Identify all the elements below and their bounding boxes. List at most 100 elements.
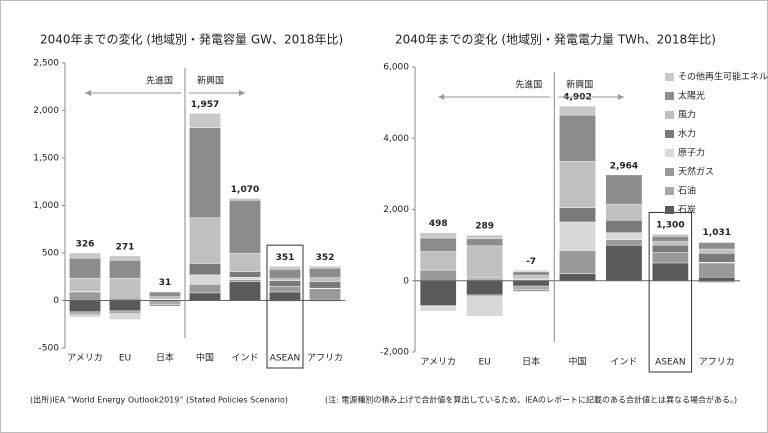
x-tick-label: ASEAN	[270, 354, 300, 364]
legend-label: 天然ガス	[678, 166, 714, 178]
bar-segment	[559, 114, 596, 162]
total-label: 289	[475, 222, 494, 232]
x-tick-label: アフリカ	[307, 353, 343, 364]
legend-label: その他再生可能エネルギー	[678, 71, 768, 83]
x-tick-label: インド	[231, 354, 258, 364]
legend-label: 石油	[678, 185, 696, 197]
bar-segment	[559, 221, 596, 251]
arrow-emerging-head	[239, 90, 245, 96]
legend-swatch	[665, 206, 674, 214]
x-tick-label: アメリカ	[420, 357, 456, 368]
legend-swatch	[665, 92, 674, 100]
bar-segment	[189, 292, 221, 301]
total-label: 352	[316, 253, 335, 263]
bar-segment	[149, 296, 181, 300]
bar-segment	[466, 245, 503, 279]
bar-segment	[419, 269, 457, 281]
y-tick-label: 1,000	[33, 201, 59, 211]
legend-swatch	[665, 111, 674, 119]
bar-segment	[512, 275, 550, 279]
bar-segment	[269, 268, 301, 279]
x-tick-label: EU	[119, 354, 131, 364]
y-tick-label: 2,000	[383, 205, 409, 215]
bar-segment	[269, 266, 301, 270]
bar-segment	[109, 277, 141, 298]
bar-segment	[229, 271, 261, 278]
bar-segment	[419, 306, 457, 312]
bar-segment	[109, 255, 141, 261]
bar-segment	[466, 280, 503, 296]
arrow-emerging-head	[617, 94, 624, 100]
bar-segment	[698, 276, 736, 281]
chart-title: 2040年までの変化 (地域別・発電容量 GW、2018年比)	[40, 32, 343, 47]
bar-segment	[189, 274, 221, 285]
bar-segment	[69, 291, 101, 301]
bar-segment	[559, 273, 596, 281]
total-label: 2,964	[610, 161, 638, 171]
bar-segment	[419, 232, 457, 239]
total-label: 31	[159, 278, 172, 288]
bar-segment	[419, 280, 457, 306]
bar-segment	[269, 286, 301, 293]
bar-segment	[419, 251, 457, 270]
bar-segment	[309, 268, 341, 278]
bar-segment	[269, 278, 301, 281]
bar-segment	[559, 161, 596, 208]
legend-label: 石炭	[678, 205, 696, 216]
bar-segment	[69, 252, 101, 259]
bar-segment	[229, 277, 261, 280]
total-label: -7	[526, 257, 536, 267]
legend-swatch	[665, 73, 674, 81]
bar-segment	[189, 263, 221, 276]
bar-segment	[69, 314, 101, 318]
bar-segment	[189, 127, 221, 219]
bar-segment	[69, 277, 101, 292]
x-tick-label: アフリカ	[699, 357, 735, 368]
bar-segment	[229, 200, 261, 254]
bar-segment	[466, 294, 503, 297]
bar-segment	[466, 234, 503, 239]
highlight-box	[266, 244, 304, 369]
legend-label: 風力	[678, 109, 696, 121]
total-label: 271	[116, 242, 135, 252]
bar-segment	[149, 291, 181, 297]
y-tick-label: 2,000	[33, 106, 59, 116]
bar-segment	[69, 300, 101, 313]
bar-segment	[698, 253, 736, 263]
bar-segment	[419, 237, 457, 252]
group-label: 先進国	[515, 79, 542, 91]
bar-segment	[269, 280, 301, 287]
x-tick-label: 日本	[156, 352, 174, 364]
bar-segment	[512, 280, 550, 287]
bar-segment	[466, 296, 503, 317]
bar-segment	[512, 271, 550, 276]
bar-segment	[698, 248, 736, 254]
legend-label: 太陽光	[678, 90, 705, 102]
bar-segment	[189, 284, 221, 294]
bar-segment	[109, 259, 141, 279]
bar-segment	[309, 288, 341, 300]
total-label: 351	[276, 253, 295, 263]
y-tick-label: 2,500	[33, 59, 59, 69]
bar-segment	[652, 244, 689, 253]
bar-segment	[559, 250, 596, 274]
bar-segment	[698, 262, 736, 278]
total-label: 1,300	[656, 221, 684, 231]
bar-segment	[512, 270, 550, 273]
total-label: 1,031	[703, 228, 731, 238]
bar-segment	[69, 258, 101, 279]
bar-segment	[149, 301, 181, 305]
y-tick-label: -500	[39, 344, 60, 354]
bar-segment	[512, 285, 550, 290]
total-label: 326	[76, 240, 95, 250]
group-label: 先進国	[146, 75, 173, 87]
bar-segment	[652, 233, 689, 237]
bar-segment	[269, 291, 301, 301]
x-tick-label: 中国	[196, 352, 214, 364]
legend-swatch	[665, 187, 674, 195]
x-tick-label: EU	[479, 358, 491, 368]
x-tick-label: インド	[610, 358, 637, 368]
bar-segment	[605, 219, 643, 233]
bar-segment	[605, 244, 643, 281]
chart-title: 2040年までの変化 (地域別・発電電力量 TWh、2018年比)	[395, 32, 716, 47]
